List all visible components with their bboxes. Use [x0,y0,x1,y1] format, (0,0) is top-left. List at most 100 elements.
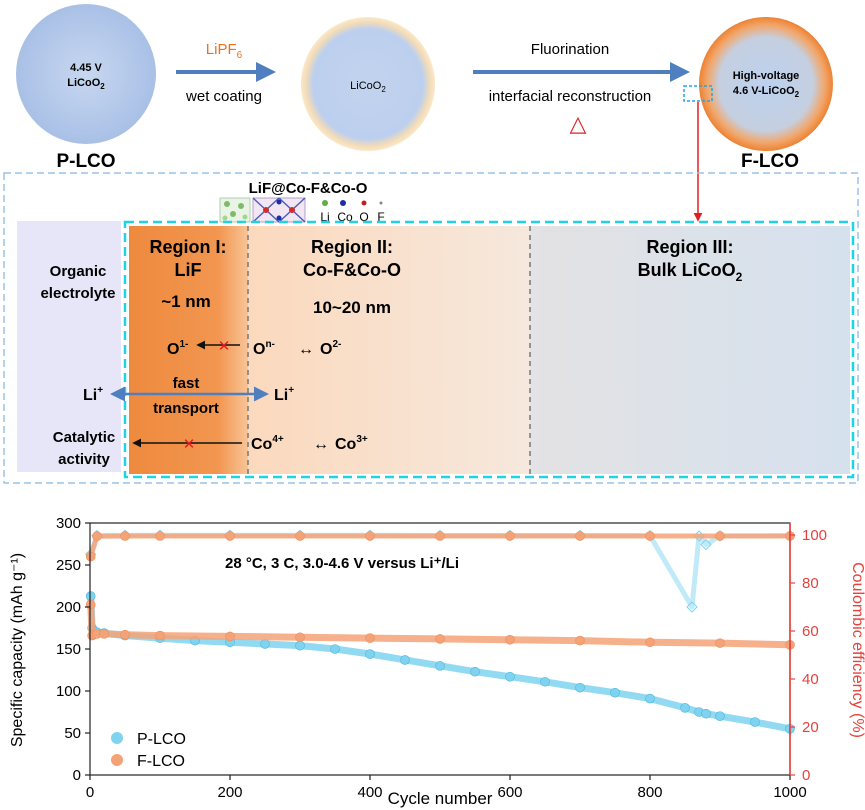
data-point-p-lco [645,693,655,704]
data-point-p-lco [715,711,725,721]
x-tick-label: 0 [86,784,94,801]
data-point-p-lco [540,676,550,687]
y-tick-label-left: 100 [56,683,81,700]
oxygen-blocked-cross: ✕ [218,338,231,355]
region1-thickness: ~1 nm [161,292,211,311]
coated-particle-formula: LiCoO2 [350,80,386,94]
structure-label: LiF@Co-F&Co-O [249,180,368,197]
region1-title: Region I: [150,237,227,257]
atom-legend-o: O [359,210,368,224]
co-equilibrium-arrow: ↔ [313,436,329,453]
catalytic-line1: Catalytic [53,429,116,446]
data-point-f-lco-ce [575,531,585,541]
legend-marker-f-lco [111,754,123,766]
catalytic-blocked-cross: ✕ [183,436,196,453]
y-tick-label-left: 0 [73,767,81,784]
region1-name: LiF [175,260,202,280]
data-point-f-lco-ce [505,531,515,541]
data-point-p-lco [435,661,445,671]
data-point-f-lco [295,632,305,643]
atom-legend-co: Co [337,210,353,224]
f-lco-line2: 4.6 V-LiCoO2 [733,85,800,99]
x-tick-label: 1000 [773,784,806,801]
li-ion-left: Li+ [83,385,103,404]
oxygen-1minus: O1- [167,339,188,358]
data-point-f-lco [225,631,235,642]
p-lco-voltage: 4.45 V [70,62,102,74]
y-tick-label-left: 50 [64,725,81,742]
p-lco-particle [16,4,156,144]
data-point-p-lco [575,682,585,693]
zoom-box [683,85,713,102]
y-tick-label-left: 200 [56,599,81,616]
data-point-f-lco [120,629,130,640]
y-tick-label-left: 300 [56,515,81,532]
data-point-f-lco [85,599,96,610]
atom-legend-li-dot [322,200,328,206]
data-point-p-lco [680,703,690,713]
x-axis-label: Cycle number [388,789,493,808]
region2-title: Region II: [311,237,393,257]
reconstruction-label: interfacial reconstruction [489,88,652,105]
data-point-p-lco [330,644,340,654]
data-point-p-lco [701,708,711,719]
heat-symbol: △ [570,111,587,136]
data-point-f-lco [155,630,165,641]
data-point-f-lco-ce [295,531,305,541]
region3-area [530,226,850,474]
fast-transport-line1: fast [173,375,200,392]
schematic-diagram: 4.45 V LiCoO2 P-LCO LiPF6 wet coating Li… [3,4,859,484]
legend-marker-p-lco [111,732,123,744]
data-point-f-lco-ce [715,531,725,541]
data-point-p-lco [505,671,515,682]
data-point-p-lco [295,640,305,651]
co-4plus: Co4+ [251,434,284,453]
data-point-p-lco [365,649,375,659]
data-point-f-lco [575,635,585,646]
f-lco-line1: High-voltage [733,70,800,82]
interface-zoom-frame [123,220,855,479]
data-point-p-lco [470,666,480,677]
data-point-p-lco [610,687,620,698]
chart-legend: P-LCO F-LCO [111,731,186,770]
oxygen-2minus: O2- [320,339,341,358]
atom-legend-li: Li [320,210,329,224]
region2-thickness: 10~20 nm [313,298,391,317]
region2-area [248,226,530,474]
lipf6-reagent: LiPF6 [206,41,243,61]
data-point-f-lco-ce [92,531,102,542]
data-point-f-lco-ce [435,531,445,541]
data-point-f-lco [99,629,109,639]
y-tick-label-right: 20 [802,719,819,736]
coated-particle [301,17,435,151]
electrolyte-region [17,221,121,472]
oxygen-n-minus: On- [253,339,275,358]
y-tick-label-right: 0 [802,767,810,784]
data-point-f-lco-ce [120,531,130,541]
electrolyte-line2: electrolyte [40,285,115,302]
x-tick-label: 800 [637,784,662,801]
crystal-structure-icon [219,197,306,223]
y-tick-label-right: 60 [802,623,819,640]
y-tick-label-right: 100 [802,527,827,544]
data-point-p-lco [750,717,760,727]
legend-label-f-lco: F-LCO [137,753,185,770]
data-point-p-lco-ce [700,538,712,551]
x-tick-label: 600 [497,784,522,801]
y-tick-label-left: 150 [56,641,81,658]
interface-frame [3,172,859,484]
data-point-f-lco-ce [155,531,165,541]
li-ion-right: Li+ [274,385,294,404]
legend-label-p-lco: P-LCO [137,731,186,748]
atom-legend-f-dot [379,201,383,205]
data-point-f-lco [505,634,515,645]
data-point-f-lco [435,634,445,644]
region3-title: Region III: [647,237,734,257]
data-point-f-lco [365,633,375,643]
atom-legend-f: F [377,210,384,224]
chart-annotation: 28 °C, 3 C, 3.0-4.6 V versus Li⁺/Li [225,555,459,572]
fast-transport-line2: transport [153,400,219,417]
y-tick-label-left: 250 [56,557,81,574]
data-point-p-lco [260,639,270,649]
data-point-p-lco [85,591,96,601]
